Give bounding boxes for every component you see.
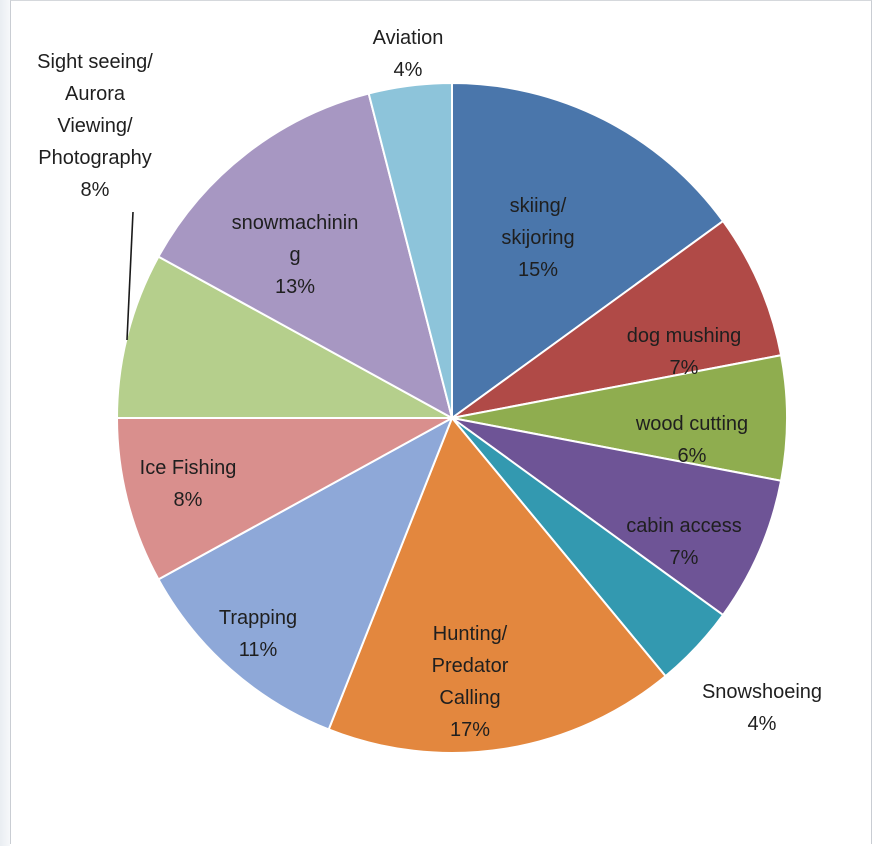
pie-slice-ice-fishing bbox=[115, 417, 453, 581]
slice-label-ice-fishing: Ice Fishing 8% bbox=[140, 457, 237, 511]
slice-label-line: Trapping bbox=[219, 607, 297, 629]
slice-label-trapping: Trapping 11% bbox=[219, 607, 297, 661]
slice-label-sight-seeing-aurora-viewing-photography: Sight seeing/Aurora Viewing/Photography 8% bbox=[37, 51, 153, 201]
pie-slice-dog-mushing bbox=[451, 219, 783, 419]
pie-slice-skiing-skijoring bbox=[451, 81, 725, 420]
slice-label-skiing-skijoring: skiing/skijoring 15% bbox=[501, 195, 574, 281]
slice-label-line: Aviation bbox=[373, 27, 444, 49]
slice-percent: 4% bbox=[394, 59, 423, 81]
slice-label-line: Aurora bbox=[65, 83, 126, 105]
slice-label-line: Calling bbox=[439, 687, 500, 709]
slice-label-line: Photography bbox=[38, 147, 151, 169]
slice-percent: 8% bbox=[81, 179, 110, 201]
slice-label-line: cabin access bbox=[626, 515, 742, 537]
slice-label-line: Hunting/ bbox=[433, 623, 508, 645]
pie-slice-trapping bbox=[157, 415, 454, 731]
pie-slice-aviation bbox=[367, 81, 453, 419]
slice-label-line: skijoring bbox=[501, 227, 574, 249]
slice-label-line: dog mushing bbox=[627, 325, 742, 347]
pie-slice-cabin-access bbox=[451, 417, 783, 617]
slice-label-line: g bbox=[289, 244, 300, 266]
slice-percent: 8% bbox=[174, 489, 203, 511]
slice-label-line: Snowshoeing bbox=[702, 681, 822, 703]
slice-label-wood-cutting: wood cutting 6% bbox=[635, 413, 748, 467]
slice-label-line: Predator bbox=[432, 655, 509, 677]
slice-label-line: Sight seeing/ bbox=[37, 51, 153, 73]
leader-line-sight-seeing bbox=[126, 211, 134, 341]
slice-percent: 15% bbox=[518, 259, 558, 281]
pie-slice-snowmachining bbox=[157, 92, 454, 420]
slice-percent: 6% bbox=[678, 445, 707, 467]
slice-label-line: wood cutting bbox=[635, 413, 748, 435]
slice-percent: 4% bbox=[748, 713, 777, 735]
slice-label-line: Ice Fishing bbox=[140, 457, 237, 479]
pie-slice-wood-cutting bbox=[451, 354, 788, 482]
pie-slice-hunting-predator-calling bbox=[327, 416, 667, 754]
slice-label-dog-mushing: dog mushing 7% bbox=[627, 325, 742, 379]
pie-slices bbox=[115, 81, 788, 754]
slice-label-line: snowmachinin bbox=[232, 212, 359, 234]
slice-label-line: Viewing/ bbox=[57, 115, 133, 137]
slice-percent: 17% bbox=[450, 719, 490, 741]
slice-label-cabin-access: cabin access 7% bbox=[626, 515, 742, 569]
slice-percent: 7% bbox=[670, 357, 699, 379]
slice-percent: 11% bbox=[239, 639, 278, 661]
slice-percent: 13% bbox=[275, 276, 315, 298]
leader-lines bbox=[126, 211, 134, 341]
slice-label-snowshoeing: Snowshoeing 4% bbox=[702, 681, 822, 735]
slice-label-snowmachining: snowmachinin g 13% bbox=[232, 212, 359, 298]
slice-percent: 7% bbox=[670, 547, 699, 569]
slice-label-hunting-predator-calling: Hunting/Predator Calling 17% bbox=[432, 623, 509, 741]
slice-label-line: skiing/ bbox=[510, 195, 567, 217]
slice-label-aviation: Aviation 4% bbox=[373, 27, 444, 81]
window-left-gutter bbox=[0, 0, 10, 846]
slice-labels: skiing/skijoring 15% dog mushing 7% wood cut… bbox=[37, 27, 822, 741]
